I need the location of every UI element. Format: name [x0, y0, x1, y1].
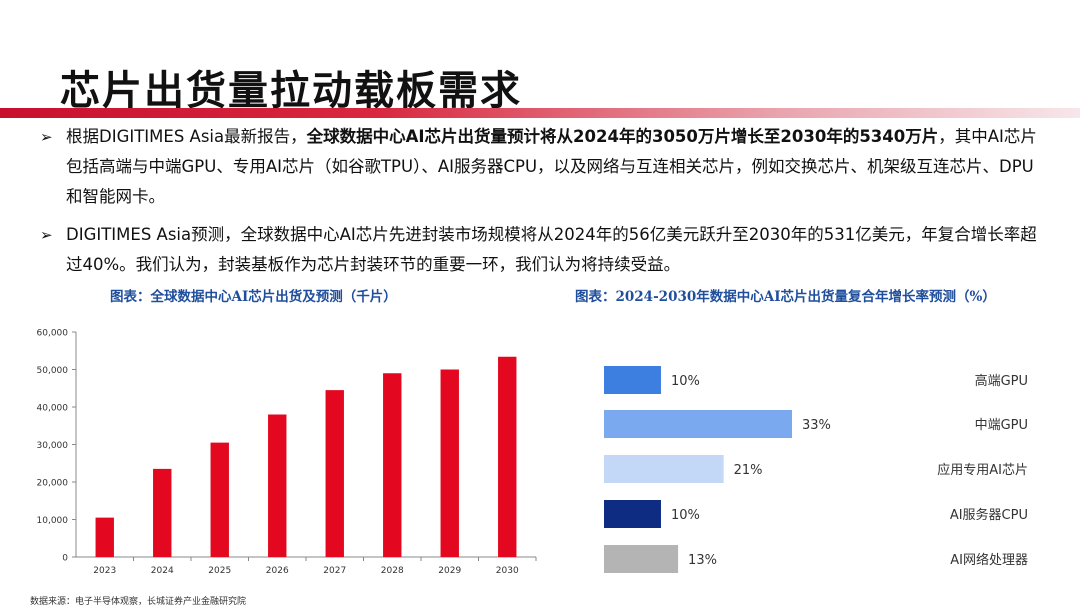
bar-2030 — [498, 356, 517, 557]
bullet-1-text-post: ，其中AI芯片包括高端与中端GPU、专用AI芯片（如谷歌TPU）、AI服务器CP… — [66, 127, 1037, 206]
hbar-category-label: AI网络处理器 — [950, 552, 1028, 568]
bullet-arrow-icon: ➢ — [40, 226, 53, 244]
bar-2024 — [153, 468, 172, 557]
hbar-value-label: 10% — [671, 508, 700, 523]
hbar-value-label: 10% — [671, 374, 700, 389]
slide-title: 芯片出货量拉动载板需求 — [60, 68, 522, 114]
x-tick-label: 2029 — [438, 566, 461, 576]
bar-2028 — [383, 373, 402, 557]
y-tick-label: 0 — [62, 554, 68, 564]
hbar-value-label: 33% — [802, 418, 831, 433]
x-tick-label: 2024 — [151, 566, 174, 576]
left-chart-title: 图表：全球数据中心AI芯片出货及预测（千片） — [110, 289, 397, 305]
y-tick-label: 10,000 — [37, 516, 69, 526]
hbar-value-label: 21% — [734, 463, 763, 478]
x-tick-label: 2027 — [323, 566, 346, 576]
y-tick-label: 40,000 — [37, 404, 69, 414]
y-tick-label: 30,000 — [37, 441, 69, 451]
cagr-horizontal-bar-chart: 10% 高端GPU 33% 中端GPU 21% 应用专用AI芯片 10% AI服务器CPU 13… — [604, 366, 1028, 573]
hbar-3 — [604, 500, 661, 528]
title-underline-bar — [0, 108, 1080, 118]
bullet-2-text: DIGITIMES Asia预测，全球数据中心AI芯片先进封装市场规模将从202… — [66, 225, 1037, 274]
bar-2026 — [268, 414, 287, 557]
bullet-item-2: ➢ DIGITIMES Asia预测，全球数据中心AI芯片先进封装市场规模将从2… — [40, 220, 1050, 280]
hbar-4 — [604, 545, 679, 573]
bullet-arrow-icon: ➢ — [40, 128, 53, 146]
bullet-1-text-pre: 根据DIGITIMES Asia最新报告， — [66, 127, 307, 146]
y-tick-label: 50,000 — [37, 366, 69, 376]
shipment-bar-chart: 0 10,000 20,000 30,000 40,000 50,000 60,000 202… — [37, 329, 537, 576]
data-source-note: 数据来源：电子半导体观察，长城证券产业金融研究院 — [30, 597, 247, 607]
hbar-1 — [604, 410, 792, 438]
hbar-2 — [604, 455, 724, 483]
y-tick-label: 60,000 — [37, 329, 69, 339]
y-tick-label: 20,000 — [37, 479, 69, 489]
right-chart-title: 图表：2024-2030年数据中心AI芯片出货量复合年增长率预测（%） — [575, 289, 996, 305]
x-tick-label: 2023 — [93, 566, 116, 576]
bullet-list: ➢ 根据DIGITIMES Asia最新报告，全球数据中心AI芯片出货量预计将从… — [40, 122, 1050, 288]
bar-2023 — [95, 517, 114, 557]
hbar-category-label: 高端GPU — [975, 373, 1028, 389]
x-tick-label: 2028 — [381, 566, 404, 576]
hbar-0 — [604, 366, 661, 394]
bar-2025 — [210, 442, 229, 557]
hbar-value-label: 13% — [688, 553, 717, 568]
bullet-item-1: ➢ 根据DIGITIMES Asia最新报告，全球数据中心AI芯片出货量预计将从… — [40, 122, 1050, 212]
x-tick-label: 2025 — [208, 566, 231, 576]
x-tick-label: 2026 — [266, 566, 289, 576]
bullet-1-text-bold: 全球数据中心AI芯片出货量预计将从2024年的3050万片增长至2030年的53… — [306, 127, 939, 146]
hbar-category-label: 中端GPU — [975, 418, 1028, 433]
x-tick-label: 2030 — [496, 566, 519, 576]
bar-2027 — [325, 390, 344, 557]
hbar-category-label: AI服务器CPU — [950, 507, 1028, 523]
hbar-category-label: 应用专用AI芯片 — [937, 462, 1028, 478]
bar-2029 — [440, 369, 459, 557]
